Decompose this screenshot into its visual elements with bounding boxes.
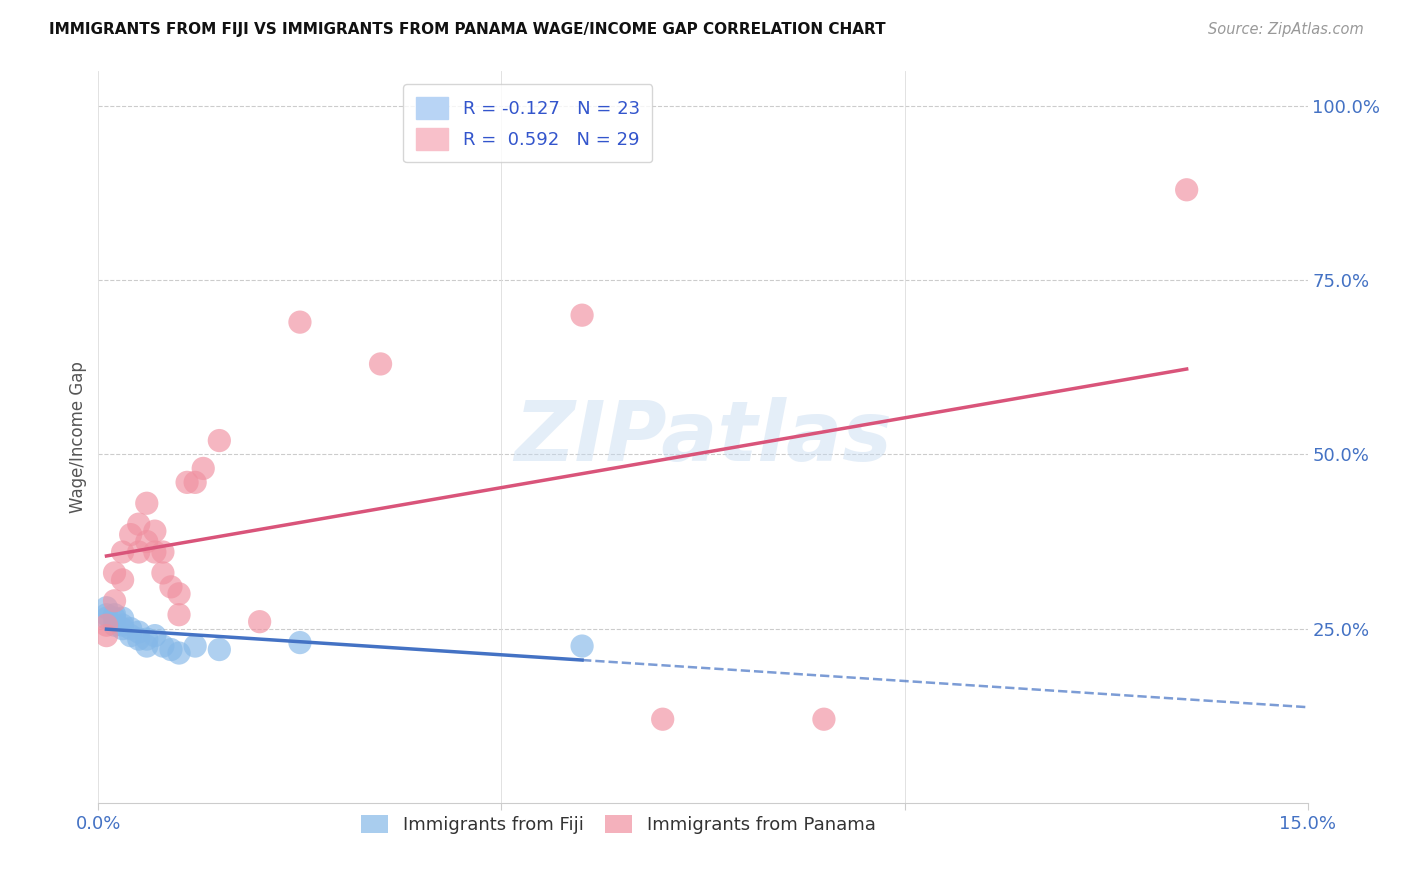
Point <box>143 545 166 559</box>
Point <box>152 639 174 653</box>
Point <box>160 580 183 594</box>
Point <box>651 712 673 726</box>
Point <box>135 639 157 653</box>
Point <box>111 573 134 587</box>
Point <box>143 629 166 643</box>
Point <box>96 611 118 625</box>
Point <box>813 712 835 726</box>
Point <box>120 622 142 636</box>
Text: Source: ZipAtlas.com: Source: ZipAtlas.com <box>1208 22 1364 37</box>
Point <box>103 594 125 608</box>
Point <box>571 639 593 653</box>
Point <box>571 308 593 322</box>
Point <box>103 566 125 580</box>
Point <box>135 534 157 549</box>
Point <box>193 461 215 475</box>
Point <box>96 600 118 615</box>
Point <box>208 434 231 448</box>
Point <box>160 642 183 657</box>
Point <box>288 635 311 649</box>
Point <box>288 315 311 329</box>
Point <box>103 607 125 622</box>
Point <box>152 566 174 580</box>
Point <box>167 646 190 660</box>
Point <box>111 611 134 625</box>
Point <box>167 587 190 601</box>
Point <box>111 618 134 632</box>
Point <box>111 545 134 559</box>
Point <box>120 527 142 541</box>
Point <box>111 622 134 636</box>
Point <box>96 618 118 632</box>
Point <box>96 607 118 622</box>
Point <box>370 357 392 371</box>
Point <box>184 639 207 653</box>
Point <box>96 629 118 643</box>
Point <box>208 642 231 657</box>
Point <box>128 517 150 532</box>
Text: ZIPatlas: ZIPatlas <box>515 397 891 477</box>
Point <box>143 524 166 538</box>
Text: IMMIGRANTS FROM FIJI VS IMMIGRANTS FROM PANAMA WAGE/INCOME GAP CORRELATION CHART: IMMIGRANTS FROM FIJI VS IMMIGRANTS FROM … <box>49 22 886 37</box>
Point <box>103 611 125 625</box>
Point <box>103 618 125 632</box>
Legend: Immigrants from Fiji, Immigrants from Panama: Immigrants from Fiji, Immigrants from Pa… <box>354 807 883 841</box>
Point <box>1175 183 1198 197</box>
Point <box>135 632 157 646</box>
Point <box>120 629 142 643</box>
Point <box>152 545 174 559</box>
Point <box>184 475 207 490</box>
Point <box>128 632 150 646</box>
Point <box>249 615 271 629</box>
Point <box>135 496 157 510</box>
Point <box>176 475 198 490</box>
Point <box>128 545 150 559</box>
Y-axis label: Wage/Income Gap: Wage/Income Gap <box>69 361 87 513</box>
Point <box>167 607 190 622</box>
Point <box>128 625 150 640</box>
